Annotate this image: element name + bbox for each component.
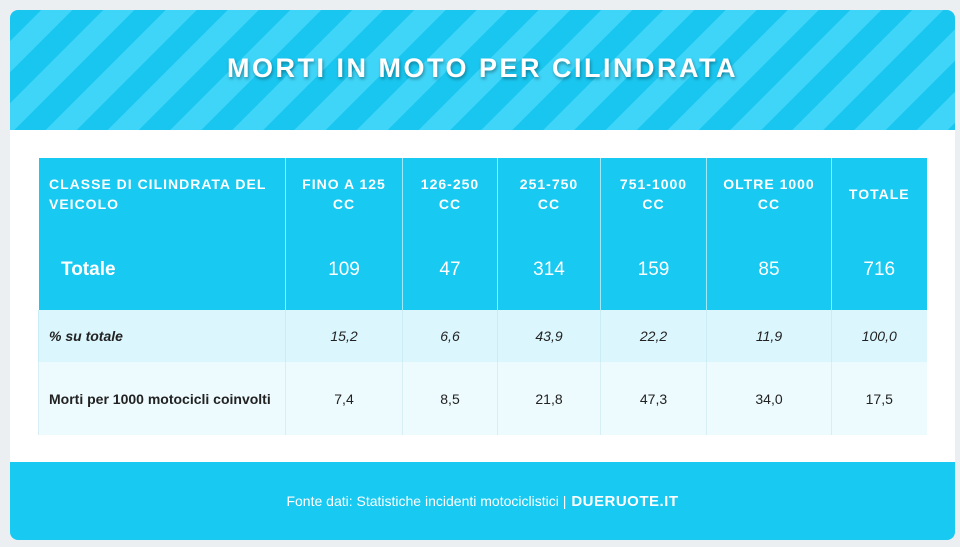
table-cell: 22,2 (600, 310, 707, 362)
table-cell: 7,4 (285, 362, 403, 435)
column-header: 251-750 CC (497, 158, 601, 230)
column-header: TOTALE (831, 158, 927, 230)
column-header: FINO A 125 CC (285, 158, 403, 230)
table-cell: 8,5 (402, 362, 498, 435)
table-cell: 11,9 (706, 310, 832, 362)
column-header: OLTRE 1000 CC (706, 158, 832, 230)
table-cell: 17,5 (831, 362, 927, 435)
column-header: CLASSE DI CILINDRATA DEL VEICOLO (38, 158, 286, 230)
table-cell: 6,6 (402, 310, 498, 362)
title: MORTI IN MOTO PER CILINDRATA (227, 52, 738, 83)
column-header: 126-250 CC (402, 158, 498, 230)
table-cell: 100,0 (831, 310, 927, 362)
data-table: CLASSE DI CILINDRATA DEL VEICOLO FINO A 1… (38, 158, 927, 435)
table-cell: 109 (285, 230, 403, 310)
table-cell: 47,3 (600, 362, 707, 435)
footer: Fonte dati: Statistiche incidenti motoci… (10, 462, 955, 540)
table-row: % su totale 15,2 6,6 43,9 22,2 11,9 100,0 (38, 310, 927, 362)
column-header: 751-1000 CC (600, 158, 707, 230)
row-label: Morti per 1000 motocicli coinvolti (38, 362, 286, 435)
table-cell: 716 (831, 230, 927, 310)
table-cell: 47 (402, 230, 498, 310)
table-cell: 15,2 (285, 310, 403, 362)
table-cell: 159 (600, 230, 707, 310)
table-cell: 43,9 (497, 310, 601, 362)
table-row: Totale 109 47 314 159 85 716 (38, 230, 927, 310)
table-cell: 314 (497, 230, 601, 310)
table-cell: 85 (706, 230, 832, 310)
brand: DUERUOTE.IT (571, 492, 679, 510)
header: MORTI IN MOTO PER CILINDRATA (10, 10, 955, 130)
row-label: % su totale (38, 310, 286, 362)
header-row: CLASSE DI CILINDRATA DEL VEICOLO FINO A 1… (38, 158, 927, 230)
card: MORTI IN MOTO PER CILINDRATA CLASSE DI C… (10, 10, 955, 540)
source: Fonte dati: Statistiche incidenti motoci… (286, 493, 567, 509)
row-label: Totale (38, 230, 286, 310)
table-cell: 34,0 (706, 362, 832, 435)
table-cell: 21,8 (497, 362, 601, 435)
table-row: Morti per 1000 motocicli coinvolti 7,4 8,5… (38, 362, 927, 435)
